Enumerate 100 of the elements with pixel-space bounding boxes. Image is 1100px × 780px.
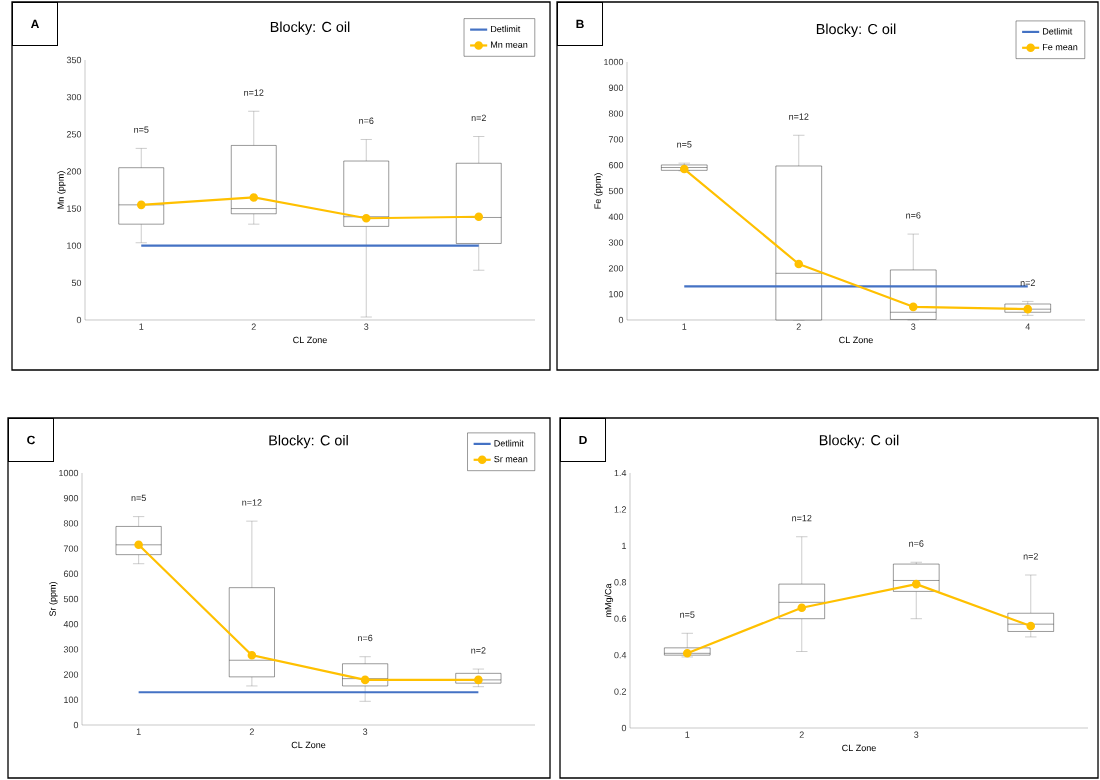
y-tick-label: 0: [76, 316, 82, 324]
chart-title: Blocky: C oil: [816, 23, 896, 37]
y-tick-label: 250: [66, 131, 82, 138]
y-tick-label: 200: [608, 265, 624, 272]
y-tick-label: 200: [63, 671, 79, 678]
y-tick-label: 50: [71, 279, 82, 287]
y-tick-label: 300: [63, 646, 79, 653]
x-tick-label: 2: [799, 731, 804, 738]
y-axis-title: mMg/Ca: [604, 583, 614, 617]
y-tick-label: 300: [66, 93, 82, 101]
y-tick-label: 900: [608, 84, 624, 91]
text: D: [579, 435, 587, 445]
chart-title: Blocky: C oil: [270, 21, 350, 35]
y-tick-label: 400: [608, 213, 624, 220]
y-tick-label: 700: [608, 136, 624, 143]
annotation: n=6: [906, 212, 921, 219]
x-tick-label: 3: [911, 323, 916, 330]
point: [682, 649, 692, 658]
y-axis-title: Fe (ppm): [594, 173, 603, 209]
x-tick-label: 2: [249, 728, 254, 735]
annotation: n=2: [1020, 279, 1035, 286]
x-tick-label: 3: [914, 731, 919, 738]
x-tick-label: 3: [364, 323, 369, 330]
legend-label: Mn mean: [491, 41, 528, 48]
x-tick-label: 4: [1025, 323, 1030, 330]
x-axis-title: CL Zone: [291, 741, 326, 749]
y-tick-label: 100: [609, 291, 624, 298]
point: [797, 603, 807, 613]
y-tick-label: 1: [622, 542, 627, 549]
annotation: n=5: [134, 126, 149, 133]
x-axis-title: CL Zone: [842, 744, 876, 752]
point: [911, 579, 921, 589]
y-axis-title: Mn (ppm): [57, 171, 66, 209]
y-tick-label: 0.8: [614, 579, 627, 586]
x-tick-label: 1: [685, 731, 690, 738]
x-tick-label: 2: [251, 323, 256, 330]
y-tick-label: 600: [63, 570, 79, 577]
y-axis-title: Sr (ppm): [49, 582, 58, 617]
annotation: n=12: [789, 113, 809, 120]
point: [474, 675, 483, 685]
point: [249, 193, 259, 202]
annotation: n=2: [1023, 553, 1038, 560]
point: [136, 200, 146, 210]
legend-label: Detlimit: [494, 439, 524, 447]
point: [908, 302, 918, 312]
annotation: n=5: [680, 611, 695, 618]
x-tick-label: 1: [136, 728, 141, 735]
text: C: [27, 435, 36, 445]
point: [247, 650, 257, 660]
chart-title: Blocky: C oil: [269, 434, 348, 449]
point: [1026, 621, 1036, 631]
y-tick-label: 600: [608, 162, 624, 169]
y-tick-label: 0: [73, 721, 79, 729]
x-axis-title: CL Zone: [839, 336, 873, 344]
legend-label: Fe mean: [1043, 43, 1078, 51]
annotation: n=6: [358, 634, 373, 642]
y-tick-label: 500: [608, 187, 624, 195]
annotation: n=2: [471, 114, 486, 121]
y-tick-label: 1.4: [614, 469, 627, 477]
chart-title: Blocky: C oil: [819, 434, 899, 449]
y-tick-label: 100: [64, 696, 79, 703]
y-tick-label: 200: [66, 168, 82, 175]
legend-label: Detlimit: [1043, 27, 1073, 35]
y-tick-label: 0.6: [614, 615, 627, 622]
x-tick-label: 3: [362, 728, 368, 735]
x-tick-label: 2: [796, 323, 801, 330]
annotation: n=6: [359, 117, 374, 124]
annotation: n=12: [244, 89, 264, 96]
point: [360, 675, 370, 685]
x-axis-title: CL Zone: [293, 336, 327, 344]
y-tick-label: 1000: [59, 469, 79, 477]
annotation: n=12: [792, 514, 812, 522]
y-tick-label: 900: [63, 495, 79, 502]
point: [361, 213, 371, 223]
x-tick-label: 1: [139, 323, 144, 330]
annotation: n=2: [471, 647, 486, 654]
annotation: n=5: [131, 494, 146, 502]
annotation: n=5: [677, 141, 692, 148]
y-tick-label: 0: [621, 724, 627, 732]
y-tick-label: 0.4: [614, 651, 627, 659]
y-tick-label: 700: [63, 545, 79, 552]
legend-label: Sr mean: [494, 455, 528, 463]
y-tick-label: 0.2: [614, 688, 627, 695]
y-tick-label: 800: [63, 520, 79, 527]
y-tick-label: 500: [63, 595, 79, 603]
annotation: n=12: [242, 499, 262, 506]
y-tick-label: 300: [608, 239, 624, 246]
y-tick-label: 400: [63, 621, 79, 628]
y-tick-label: 150: [67, 205, 82, 212]
point: [134, 540, 143, 550]
text: A: [30, 19, 40, 29]
y-tick-label: 1000: [604, 58, 624, 66]
text: B: [576, 19, 584, 29]
y-tick-label: 0: [618, 316, 624, 324]
point: [679, 164, 689, 174]
legend-label: Detlimit: [491, 25, 521, 33]
y-tick-label: 800: [608, 110, 624, 117]
x-tick-label: 1: [682, 323, 687, 330]
y-tick-label: 1.2: [614, 506, 627, 513]
annotation: n=6: [909, 540, 924, 547]
